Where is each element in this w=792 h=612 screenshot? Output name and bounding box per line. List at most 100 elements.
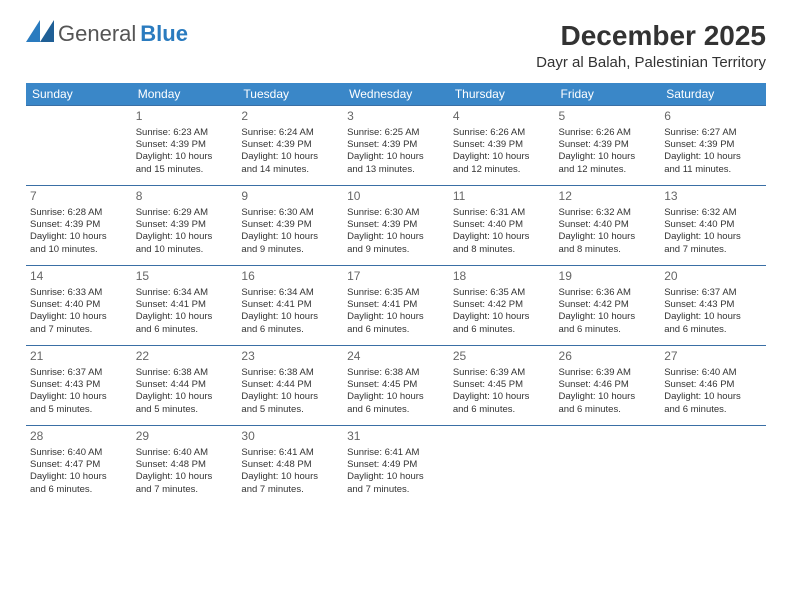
daylight-text: Daylight: 10 hours [559, 151, 657, 163]
sunrise-text: Sunrise: 6:39 AM [453, 367, 551, 379]
daylight-text: and 11 minutes. [664, 164, 762, 176]
day-cell: 6Sunrise: 6:27 AMSunset: 4:39 PMDaylight… [660, 106, 766, 186]
day-number: 20 [664, 269, 762, 285]
sunset-text: Sunset: 4:46 PM [664, 379, 762, 391]
sunrise-text: Sunrise: 6:38 AM [136, 367, 234, 379]
sunset-text: Sunset: 4:39 PM [453, 139, 551, 151]
day-number: 19 [559, 269, 657, 285]
sunrise-text: Sunrise: 6:26 AM [559, 127, 657, 139]
sunset-text: Sunset: 4:40 PM [453, 219, 551, 231]
day-cell: 2Sunrise: 6:24 AMSunset: 4:39 PMDaylight… [237, 106, 343, 186]
daylight-text: and 6 minutes. [453, 324, 551, 336]
daylight-text: Daylight: 10 hours [136, 151, 234, 163]
daylight-text: and 10 minutes. [30, 244, 128, 256]
daylight-text: and 7 minutes. [30, 324, 128, 336]
table-row: 1Sunrise: 6:23 AMSunset: 4:39 PMDaylight… [26, 106, 766, 186]
day-number: 3 [347, 109, 445, 125]
day-cell: 30Sunrise: 6:41 AMSunset: 4:48 PMDayligh… [237, 426, 343, 506]
daylight-text: and 6 minutes. [347, 404, 445, 416]
day-number: 7 [30, 189, 128, 205]
day-number: 30 [241, 429, 339, 445]
daylight-text: and 6 minutes. [241, 324, 339, 336]
weekday-header: Monday [132, 83, 238, 106]
day-number: 15 [136, 269, 234, 285]
day-cell: 8Sunrise: 6:29 AMSunset: 4:39 PMDaylight… [132, 186, 238, 266]
daylight-text: Daylight: 10 hours [664, 151, 762, 163]
daylight-text: Daylight: 10 hours [241, 151, 339, 163]
day-number: 31 [347, 429, 445, 445]
day-cell: 4Sunrise: 6:26 AMSunset: 4:39 PMDaylight… [449, 106, 555, 186]
sunset-text: Sunset: 4:41 PM [136, 299, 234, 311]
daylight-text: and 7 minutes. [347, 484, 445, 496]
sunrise-text: Sunrise: 6:33 AM [30, 287, 128, 299]
daylight-text: and 15 minutes. [136, 164, 234, 176]
daylight-text: and 8 minutes. [559, 244, 657, 256]
sunrise-text: Sunrise: 6:39 AM [559, 367, 657, 379]
daylight-text: Daylight: 10 hours [136, 391, 234, 403]
sunset-text: Sunset: 4:48 PM [136, 459, 234, 471]
day-cell [26, 106, 132, 186]
logo-text-1: General [58, 21, 136, 47]
daylight-text: and 9 minutes. [347, 244, 445, 256]
day-number: 13 [664, 189, 762, 205]
day-number: 12 [559, 189, 657, 205]
sunset-text: Sunset: 4:47 PM [30, 459, 128, 471]
sunrise-text: Sunrise: 6:37 AM [30, 367, 128, 379]
sunset-text: Sunset: 4:39 PM [136, 139, 234, 151]
daylight-text: Daylight: 10 hours [30, 231, 128, 243]
day-cell: 26Sunrise: 6:39 AMSunset: 4:46 PMDayligh… [555, 346, 661, 426]
sunset-text: Sunset: 4:39 PM [30, 219, 128, 231]
daylight-text: and 7 minutes. [136, 484, 234, 496]
day-cell: 21Sunrise: 6:37 AMSunset: 4:43 PMDayligh… [26, 346, 132, 426]
sunrise-text: Sunrise: 6:31 AM [453, 207, 551, 219]
day-number: 9 [241, 189, 339, 205]
sunset-text: Sunset: 4:41 PM [347, 299, 445, 311]
sunset-text: Sunset: 4:39 PM [559, 139, 657, 151]
daylight-text: Daylight: 10 hours [453, 231, 551, 243]
sunrise-text: Sunrise: 6:25 AM [347, 127, 445, 139]
day-number: 23 [241, 349, 339, 365]
daylight-text: Daylight: 10 hours [241, 311, 339, 323]
daylight-text: and 6 minutes. [347, 324, 445, 336]
sunrise-text: Sunrise: 6:34 AM [241, 287, 339, 299]
sunrise-text: Sunrise: 6:32 AM [664, 207, 762, 219]
sunrise-text: Sunrise: 6:30 AM [347, 207, 445, 219]
sunrise-text: Sunrise: 6:40 AM [30, 447, 128, 459]
daylight-text: Daylight: 10 hours [136, 231, 234, 243]
weekday-row: SundayMondayTuesdayWednesdayThursdayFrid… [26, 83, 766, 106]
day-number: 24 [347, 349, 445, 365]
day-cell: 25Sunrise: 6:39 AMSunset: 4:45 PMDayligh… [449, 346, 555, 426]
sunrise-text: Sunrise: 6:26 AM [453, 127, 551, 139]
daylight-text: and 12 minutes. [453, 164, 551, 176]
weekday-header: Tuesday [237, 83, 343, 106]
sunset-text: Sunset: 4:39 PM [664, 139, 762, 151]
table-row: 7Sunrise: 6:28 AMSunset: 4:39 PMDaylight… [26, 186, 766, 266]
day-number: 16 [241, 269, 339, 285]
sunrise-text: Sunrise: 6:30 AM [241, 207, 339, 219]
sunset-text: Sunset: 4:43 PM [30, 379, 128, 391]
day-number: 22 [136, 349, 234, 365]
sunrise-text: Sunrise: 6:38 AM [241, 367, 339, 379]
day-number: 10 [347, 189, 445, 205]
daylight-text: Daylight: 10 hours [241, 391, 339, 403]
day-cell: 29Sunrise: 6:40 AMSunset: 4:48 PMDayligh… [132, 426, 238, 506]
sunset-text: Sunset: 4:49 PM [347, 459, 445, 471]
day-cell [660, 426, 766, 506]
day-number: 26 [559, 349, 657, 365]
sunset-text: Sunset: 4:45 PM [453, 379, 551, 391]
day-cell [555, 426, 661, 506]
day-cell: 24Sunrise: 6:38 AMSunset: 4:45 PMDayligh… [343, 346, 449, 426]
sunset-text: Sunset: 4:39 PM [241, 139, 339, 151]
daylight-text: and 7 minutes. [664, 244, 762, 256]
sunset-text: Sunset: 4:41 PM [241, 299, 339, 311]
day-number: 1 [136, 109, 234, 125]
weekday-header: Saturday [660, 83, 766, 106]
day-cell: 12Sunrise: 6:32 AMSunset: 4:40 PMDayligh… [555, 186, 661, 266]
day-cell: 20Sunrise: 6:37 AMSunset: 4:43 PMDayligh… [660, 266, 766, 346]
sunset-text: Sunset: 4:44 PM [136, 379, 234, 391]
daylight-text: and 6 minutes. [30, 484, 128, 496]
day-number: 6 [664, 109, 762, 125]
sunset-text: Sunset: 4:40 PM [30, 299, 128, 311]
day-number: 5 [559, 109, 657, 125]
day-number: 8 [136, 189, 234, 205]
